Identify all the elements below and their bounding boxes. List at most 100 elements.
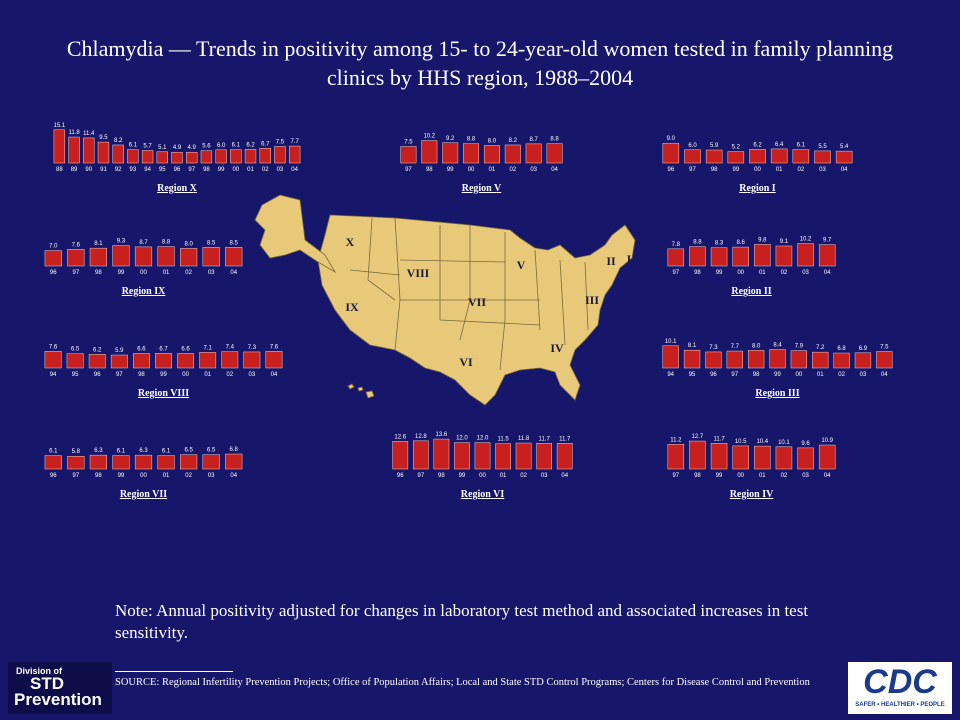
bar xyxy=(732,445,749,470)
bar xyxy=(412,440,429,470)
x-tick-label: 97 xyxy=(417,473,424,479)
chart-title: Region IX xyxy=(122,286,166,297)
value-label: 12.0 xyxy=(456,436,468,442)
value-label: 6.4 xyxy=(775,142,784,148)
bar xyxy=(710,247,728,267)
x-tick-label: 02 xyxy=(185,473,192,479)
value-label: 11.7 xyxy=(559,436,571,442)
x-tick-label: 99 xyxy=(774,372,781,378)
value-label: 15.1 xyxy=(54,123,66,129)
logo-text: Prevention xyxy=(14,690,102,709)
x-tick-label: 92 xyxy=(115,167,122,173)
bar xyxy=(88,354,106,369)
x-tick-label: 97 xyxy=(72,473,79,479)
value-label: 9.2 xyxy=(446,136,455,142)
value-label: 5.1 xyxy=(158,145,167,151)
x-tick-label: 97 xyxy=(672,473,679,479)
value-label: 10.9 xyxy=(821,438,833,444)
x-tick-label: 98 xyxy=(95,270,102,276)
x-tick-label: 02 xyxy=(797,167,804,173)
source-rule xyxy=(115,671,233,672)
bar xyxy=(141,150,154,164)
value-label: 7.1 xyxy=(204,345,213,351)
value-label: 5.7 xyxy=(143,143,152,149)
x-tick-label: 97 xyxy=(689,167,696,173)
bar xyxy=(835,150,853,164)
x-tick-label: 90 xyxy=(85,167,92,173)
x-tick-label: 98 xyxy=(426,167,433,173)
value-label: 7.7 xyxy=(731,344,740,350)
value-label: 6.0 xyxy=(688,143,697,149)
value-label: 8.1 xyxy=(688,343,697,349)
x-tick-label: 96 xyxy=(174,167,181,173)
value-label: 6.1 xyxy=(797,143,806,149)
value-label: 6.1 xyxy=(117,449,126,455)
bar xyxy=(225,453,243,470)
bar xyxy=(495,443,511,470)
value-label: 12.6 xyxy=(394,434,406,440)
value-label: 6.7 xyxy=(159,346,168,352)
bar xyxy=(180,454,198,470)
value-label: 7.5 xyxy=(880,345,889,351)
value-label: 8.0 xyxy=(488,138,497,144)
x-tick-label: 93 xyxy=(130,167,137,173)
x-tick-label: 01 xyxy=(776,167,783,173)
value-label: 6.7 xyxy=(261,141,270,147)
x-tick-label: 03 xyxy=(819,167,826,173)
value-label: 6.2 xyxy=(93,347,102,353)
bar xyxy=(454,442,470,470)
value-label: 7.6 xyxy=(270,344,279,350)
bar xyxy=(792,149,810,164)
x-tick-label: 00 xyxy=(232,167,239,173)
x-tick-label: 97 xyxy=(731,372,738,378)
bar xyxy=(876,351,893,369)
bar xyxy=(155,353,172,369)
bar xyxy=(156,151,168,164)
x-tick-label: 95 xyxy=(72,372,79,378)
x-tick-label: 01 xyxy=(489,167,496,173)
x-tick-label: 00 xyxy=(737,270,744,276)
value-label: 8.2 xyxy=(114,138,123,144)
x-tick-label: 01 xyxy=(759,473,766,479)
x-tick-label: 99 xyxy=(459,473,466,479)
map-region-label: VI xyxy=(459,355,473,369)
value-label: 9.5 xyxy=(99,135,108,141)
x-tick-label: 02 xyxy=(781,270,788,276)
x-tick-label: 01 xyxy=(817,372,824,378)
chart-title: Region I xyxy=(739,183,776,194)
map-region-label: II xyxy=(606,254,616,268)
bar xyxy=(442,142,459,164)
bar xyxy=(504,144,521,164)
value-label: 9.3 xyxy=(117,239,126,245)
value-label: 6.2 xyxy=(753,142,762,148)
bar xyxy=(483,145,500,164)
bar xyxy=(754,445,771,470)
x-tick-label: 00 xyxy=(140,270,147,276)
x-tick-label: 99 xyxy=(118,270,125,276)
x-tick-label: 99 xyxy=(218,167,225,173)
x-tick-label: 95 xyxy=(689,372,696,378)
bar xyxy=(400,146,417,164)
chart-title: Region VII xyxy=(120,489,167,500)
bar xyxy=(67,455,85,470)
x-tick-label: 96 xyxy=(397,473,404,479)
bar xyxy=(705,149,723,164)
logo-text: STD xyxy=(30,674,64,693)
value-label: 9.7 xyxy=(823,238,832,244)
bar xyxy=(667,444,685,470)
value-label: 6.3 xyxy=(94,448,103,454)
x-tick-label: 02 xyxy=(226,372,233,378)
x-tick-label: 04 xyxy=(841,167,848,173)
bar xyxy=(200,150,213,164)
x-tick-label: 02 xyxy=(520,473,527,479)
x-tick-label: 89 xyxy=(71,167,78,173)
x-tick-label: 01 xyxy=(500,473,507,479)
bar xyxy=(797,243,814,267)
bar xyxy=(790,350,808,369)
x-tick-label: 94 xyxy=(667,372,674,378)
value-label: 4.9 xyxy=(188,145,197,151)
value-label: 7.5 xyxy=(276,140,285,146)
x-tick-label: 01 xyxy=(163,473,170,479)
bar xyxy=(180,248,198,267)
x-tick-label: 02 xyxy=(509,167,516,173)
